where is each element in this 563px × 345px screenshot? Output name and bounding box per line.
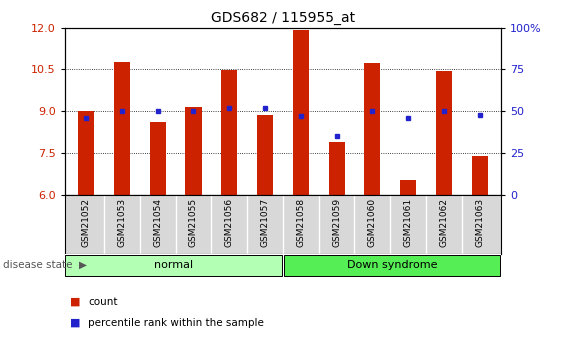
Bar [185, 107, 202, 195]
Text: GSM21054: GSM21054 [153, 198, 162, 247]
Bar [150, 122, 166, 195]
Bar [114, 62, 130, 195]
Bar [472, 156, 488, 195]
Text: Down syndrome: Down syndrome [347, 260, 437, 270]
Text: GSM21055: GSM21055 [189, 198, 198, 247]
Bar [257, 116, 273, 195]
Text: count: count [88, 297, 118, 307]
Text: GSM21061: GSM21061 [404, 198, 413, 247]
Text: GSM21057: GSM21057 [261, 198, 270, 247]
Bar [400, 180, 416, 195]
Text: ■: ■ [70, 318, 81, 327]
Text: GSM21060: GSM21060 [368, 198, 377, 247]
Text: disease state  ▶: disease state ▶ [3, 260, 87, 270]
Bar [364, 63, 381, 195]
Text: normal: normal [154, 260, 193, 270]
Text: GSM21053: GSM21053 [118, 198, 127, 247]
Text: GSM21059: GSM21059 [332, 198, 341, 247]
Bar [436, 71, 452, 195]
Bar [328, 142, 345, 195]
Text: GSM21052: GSM21052 [82, 198, 91, 247]
Text: GSM21063: GSM21063 [475, 198, 484, 247]
Text: percentile rank within the sample: percentile rank within the sample [88, 318, 264, 327]
Text: GSM21056: GSM21056 [225, 198, 234, 247]
Text: GSM21062: GSM21062 [439, 198, 448, 247]
Bar [293, 30, 309, 195]
Text: GSM21058: GSM21058 [296, 198, 305, 247]
Text: ■: ■ [70, 297, 81, 307]
Title: GDS682 / 115955_at: GDS682 / 115955_at [211, 11, 355, 25]
Bar [78, 111, 94, 195]
Bar [221, 70, 238, 195]
Bar [284, 255, 501, 276]
Bar [65, 255, 282, 276]
